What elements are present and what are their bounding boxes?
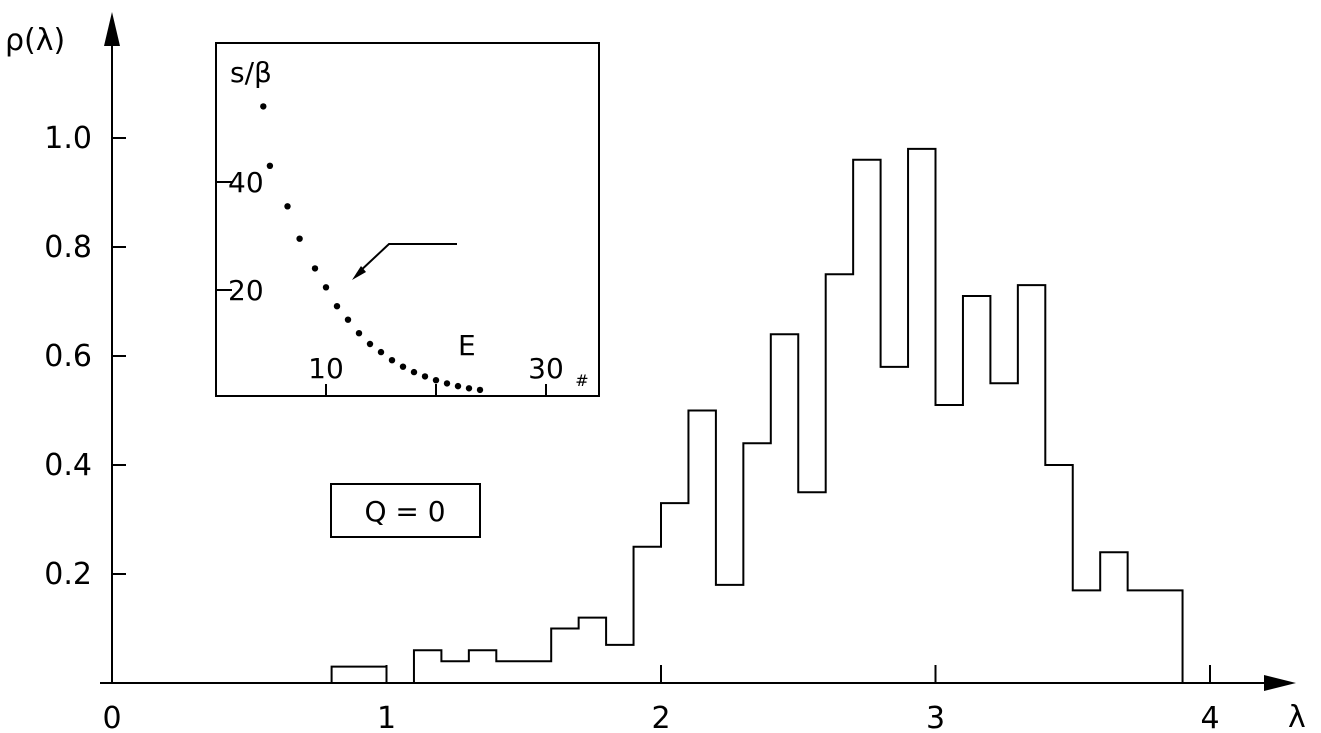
y-tick-label: 0.8 bbox=[44, 230, 92, 265]
histogram-bin bbox=[1045, 465, 1072, 683]
y-tick-label: 0.2 bbox=[44, 557, 92, 592]
histogram-bin bbox=[881, 367, 908, 683]
histogram-bin bbox=[1128, 590, 1183, 683]
x-tick-label: 4 bbox=[1200, 701, 1219, 733]
inset-y-tick-label: 40 bbox=[228, 166, 264, 199]
histogram-bin bbox=[579, 618, 606, 683]
inset-data-point bbox=[410, 368, 418, 376]
histogram-bin bbox=[990, 383, 1017, 683]
inset-plot: s/β E 10 30 #20 40 bbox=[215, 42, 600, 397]
histogram-bin bbox=[634, 547, 661, 683]
y-tick-label: 0.4 bbox=[44, 448, 92, 483]
x-axis-label: λ bbox=[1288, 700, 1306, 733]
y-tick-label: 1.0 bbox=[44, 121, 92, 156]
x-ticks: 0 1 2 3 4 bbox=[102, 665, 1220, 733]
histogram-bin bbox=[798, 492, 825, 683]
inset-y-label: s/β bbox=[230, 56, 272, 89]
histogram-bin bbox=[771, 334, 798, 683]
inset-data-point bbox=[266, 162, 274, 169]
y-axis-label: ρ(λ) bbox=[5, 23, 65, 58]
y-ticks: 0.2 0.4 0.6 0.8 1.0 bbox=[44, 121, 126, 592]
histogram-bin bbox=[1073, 590, 1100, 683]
inset-data-point bbox=[476, 386, 484, 394]
inset-data-point bbox=[296, 235, 303, 242]
inset-data-point bbox=[465, 385, 473, 392]
histogram-bin bbox=[688, 411, 715, 684]
inset-data-point bbox=[355, 330, 363, 337]
y-tick-label: 0.6 bbox=[44, 339, 92, 374]
inset-pointer-line bbox=[356, 243, 457, 275]
histogram-bin bbox=[551, 629, 578, 684]
inset-data-point bbox=[284, 203, 291, 210]
x-tick-label: 1 bbox=[377, 701, 396, 733]
histogram-bin bbox=[853, 160, 880, 683]
x-tick-label: 2 bbox=[651, 701, 670, 733]
histogram-bin bbox=[414, 650, 441, 683]
inset-data-point bbox=[377, 348, 385, 356]
inset-data-point bbox=[322, 284, 330, 291]
inset-y-tick-label: 20 bbox=[228, 274, 264, 307]
histogram-bin bbox=[496, 661, 551, 683]
inset-data-point bbox=[311, 265, 319, 272]
histogram-bin bbox=[661, 503, 688, 683]
inset-x-label: E bbox=[458, 329, 476, 362]
histogram-bin bbox=[441, 661, 468, 683]
histogram-bin bbox=[1100, 552, 1127, 683]
histogram-bin bbox=[826, 274, 853, 683]
inset-x-tick-label: 10 bbox=[308, 352, 344, 385]
inset-data-point bbox=[333, 303, 341, 310]
histogram-bin bbox=[908, 149, 935, 683]
inset-data-point bbox=[344, 316, 352, 323]
histogram-bin bbox=[332, 667, 387, 683]
inset-ticks: 10 30 #20 40 bbox=[216, 166, 589, 396]
histogram-bin bbox=[606, 645, 633, 683]
histogram-bin bbox=[1018, 285, 1045, 683]
y-axis-arrow bbox=[104, 12, 120, 46]
inset-data-point bbox=[388, 357, 396, 364]
inset-frame bbox=[215, 42, 600, 397]
inset-data-point bbox=[260, 103, 267, 110]
inset-data-point bbox=[421, 373, 429, 380]
inset-points bbox=[260, 103, 484, 394]
inset-x-tick-suffix: # bbox=[575, 371, 588, 390]
x-axis-arrow bbox=[1264, 675, 1296, 691]
histogram-bin bbox=[936, 405, 963, 683]
inset-data-point bbox=[443, 380, 451, 387]
main-plot: ρ(λ) λ 0 1 2 3 4 0.2 0.4 0.6 0.8 1.0 Q = 0 bbox=[5, 12, 1306, 733]
x-tick-label: 3 bbox=[926, 701, 945, 733]
annotation-label: Q = 0 bbox=[364, 495, 445, 528]
histogram-bin bbox=[469, 650, 496, 683]
inset-data-point bbox=[432, 376, 440, 384]
inset-data-point bbox=[454, 382, 462, 390]
annotation-box bbox=[330, 483, 481, 538]
inset-data-point bbox=[399, 363, 407, 370]
histogram-bin bbox=[716, 585, 743, 683]
inset-pointer-arrowhead bbox=[352, 266, 366, 280]
histogram-bin bbox=[963, 296, 990, 683]
histogram-bin bbox=[743, 443, 770, 683]
inset-data-point bbox=[366, 340, 374, 348]
inset-x-tick-label: 30 bbox=[528, 352, 564, 385]
x-tick-label: 0 bbox=[102, 701, 121, 733]
